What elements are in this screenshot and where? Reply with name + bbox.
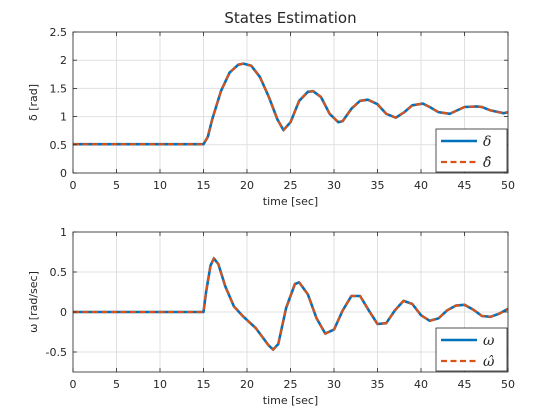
y-tick-label: -0.5	[46, 346, 67, 359]
x-tick-label: 20	[240, 179, 254, 192]
legend-box	[435, 128, 508, 173]
legend-label: ω̂	[483, 354, 495, 370]
x-tick-label: 20	[240, 378, 254, 391]
x-tick-label: 45	[458, 378, 472, 391]
x-tick-label: 35	[371, 179, 385, 192]
bottom-plot-omega: 0 5 10 15 20 25 30 35 40 45 50 -0.5 0 0.5 1 time [sec] ω…	[27, 226, 515, 407]
x-tick-label: 40	[414, 179, 428, 192]
x-tick-label: 0	[70, 179, 77, 192]
y-tick-label: 1	[60, 226, 67, 239]
x-tick-label: 30	[327, 179, 341, 192]
x-tick-label: 25	[284, 378, 298, 391]
x-tick-label: 5	[113, 378, 120, 391]
y-tick-label: 2.5	[50, 26, 68, 39]
x-tick-label: 50	[501, 378, 515, 391]
y-tick-label: 0.5	[50, 139, 68, 152]
series-line-estimate	[73, 62, 509, 146]
top-plot-delta: 0 5 10 15 20 25 30 35 40 45 50 0 0.5 1 1.5 2 2.5 time [se…	[27, 26, 515, 208]
x-tick-label: 15	[197, 179, 211, 192]
x-tick-label: 25	[284, 179, 298, 192]
x-tick-label: 35	[371, 378, 385, 391]
x-tick-label: 15	[197, 378, 211, 391]
y-axis-label: ω [rad/sec]	[27, 271, 40, 333]
y-tick-label: 0	[60, 167, 67, 180]
y-tick-label: 0.5	[50, 266, 68, 279]
legend: ω ω̂	[435, 327, 508, 372]
chart-title: States Estimation	[224, 9, 356, 27]
legend: δ δ̂	[435, 128, 508, 173]
legend-label: ω	[483, 333, 495, 349]
x-tick-label: 10	[153, 179, 167, 192]
series-line-estimate	[73, 256, 509, 352]
x-tick-label: 30	[327, 378, 341, 391]
legend-label: δ̂	[483, 155, 491, 171]
x-tick-label: 40	[414, 378, 428, 391]
x-axis-label: time [sec]	[263, 195, 318, 208]
x-tick-label: 10	[153, 378, 167, 391]
y-tick-label: 1.5	[50, 82, 68, 95]
y-tick-label: 1	[60, 111, 67, 124]
x-tick-label: 50	[501, 179, 515, 192]
y-tick-label: 2	[60, 54, 67, 67]
x-tick-label: 45	[458, 179, 472, 192]
y-axis-label: δ [rad]	[27, 84, 40, 121]
legend-box	[435, 327, 508, 372]
x-tick-label: 0	[70, 378, 77, 391]
legend-label: δ	[483, 134, 491, 150]
x-tick-label: 5	[113, 179, 120, 192]
y-tick-label: 0	[60, 306, 67, 319]
x-axis-label: time [sec]	[263, 394, 318, 407]
